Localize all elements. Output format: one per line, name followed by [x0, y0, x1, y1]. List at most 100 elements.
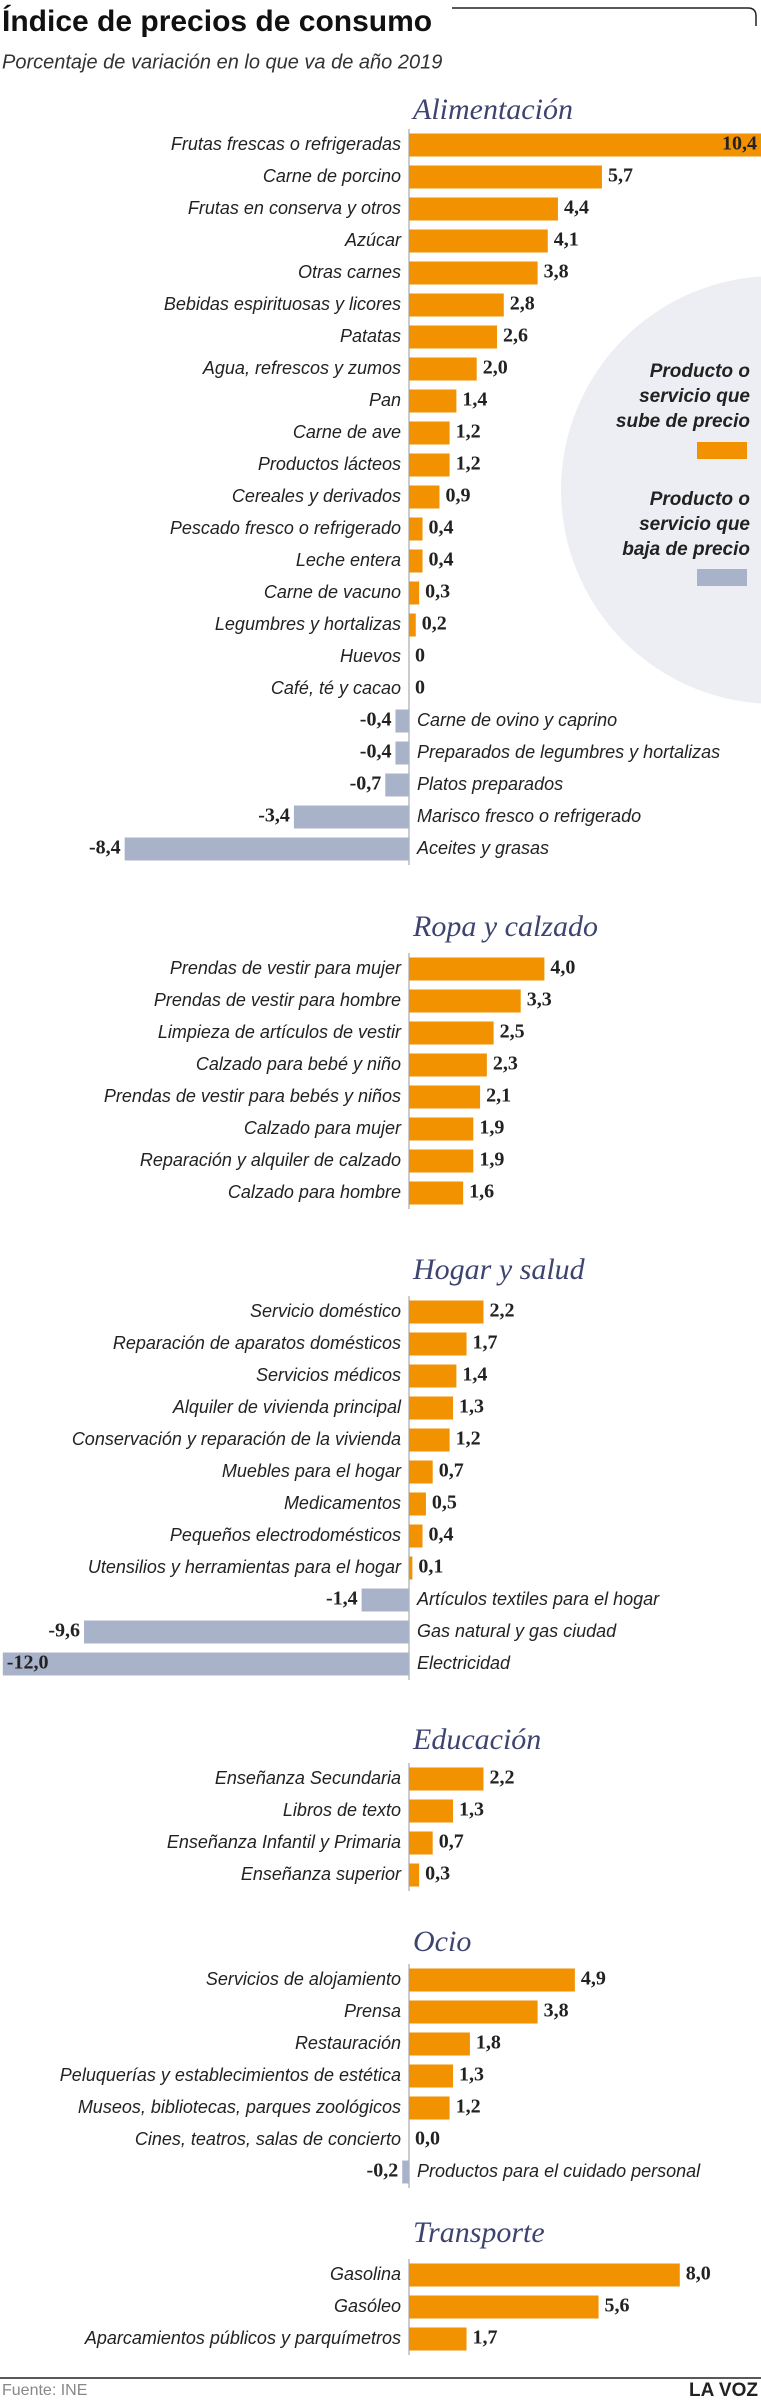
category-label: Carne de porcino — [263, 166, 401, 186]
category-label: Libros de texto — [283, 1800, 401, 1820]
bar — [2, 1652, 410, 1676]
bar — [409, 549, 423, 573]
bar — [409, 1117, 474, 1141]
value-label: 1,9 — [479, 1117, 504, 1139]
value-label: 0,1 — [418, 1556, 443, 1578]
bar — [409, 1021, 494, 1045]
value-label: 2,3 — [493, 1053, 518, 1075]
bar — [409, 1364, 457, 1388]
category-label: Frutas en conserva y otros — [188, 198, 401, 218]
bar — [409, 957, 545, 981]
category-label: Servicios de alojamiento — [206, 1969, 401, 1989]
bar — [409, 1181, 464, 1205]
subtitle: Porcentaje de variación en lo que va de … — [2, 51, 442, 73]
bar — [409, 1968, 575, 1992]
bar — [409, 613, 416, 637]
category-label: Gas natural y gas ciudad — [417, 1621, 617, 1641]
value-label: -9,6 — [48, 1620, 80, 1642]
category-label: Servicio doméstico — [250, 1301, 401, 1321]
section-title: Ropa y calzado — [412, 910, 598, 943]
bar — [361, 1588, 409, 1612]
bar — [84, 1620, 409, 1644]
category-label: Servicios médicos — [256, 1365, 401, 1385]
bar — [409, 1300, 484, 1324]
bar — [395, 709, 409, 733]
value-label: 1,2 — [456, 2096, 481, 2118]
bar — [409, 1332, 467, 1356]
category-label: Bebidas espirituosas y licores — [164, 294, 401, 314]
value-label: 3,8 — [544, 261, 569, 283]
bar — [409, 389, 457, 413]
bar — [409, 357, 477, 381]
value-label: 0,3 — [425, 1863, 450, 1885]
category-label: Huevos — [340, 646, 401, 666]
category-label: Enseñanza Secundaria — [215, 1768, 401, 1788]
value-label: -12,0 — [7, 1652, 49, 1674]
bar — [409, 197, 558, 221]
bar — [409, 485, 440, 509]
bar — [409, 133, 761, 157]
section-title: Ocio — [413, 1925, 471, 1958]
value-label: 0,3 — [425, 581, 450, 603]
category-label: Artículos textiles para el hogar — [416, 1589, 660, 1609]
value-label: -0,4 — [360, 741, 392, 763]
value-label: 5,7 — [608, 165, 633, 187]
source: Fuente: INE — [2, 2382, 87, 2399]
value-label: 1,2 — [456, 453, 481, 475]
bar — [409, 2032, 470, 2056]
value-label: 1,2 — [456, 421, 481, 443]
legend-label: baja de precio — [622, 539, 750, 560]
value-label: 2,6 — [503, 325, 528, 347]
value-label: 0,7 — [439, 1831, 464, 1853]
value-label: 0,4 — [429, 517, 454, 539]
category-label: Calzado para mujer — [244, 1118, 402, 1138]
legend-swatch — [697, 442, 747, 459]
bar — [409, 1492, 426, 1516]
bar — [409, 261, 538, 285]
value-label: 0,2 — [422, 613, 447, 635]
value-label: -1,4 — [326, 1588, 358, 1610]
bar — [409, 421, 450, 445]
value-label: 3,8 — [544, 2000, 569, 2022]
category-label: Leche entera — [296, 550, 401, 570]
legend-background — [561, 276, 761, 704]
bar — [409, 2327, 467, 2351]
bar — [409, 293, 504, 317]
legend-label: sube de precio — [616, 411, 750, 432]
category-label: Gasolina — [330, 2264, 401, 2284]
category-label: Reparación de aparatos domésticos — [113, 1333, 401, 1353]
value-label: 1,8 — [476, 2032, 501, 2054]
bar — [409, 1524, 423, 1548]
value-label: 4,1 — [554, 229, 579, 251]
category-label: Pequeños electrodomésticos — [170, 1525, 401, 1545]
value-label: 8,0 — [686, 2263, 711, 2285]
bar — [409, 165, 602, 189]
value-label: 1,4 — [462, 389, 487, 411]
category-label: Museos, bibliotecas, parques zoológicos — [78, 2097, 401, 2117]
bar — [409, 229, 548, 253]
value-label: 1,3 — [459, 1799, 484, 1821]
bar — [409, 1085, 481, 1109]
value-label: -0,4 — [360, 709, 392, 731]
category-label: Otras carnes — [298, 262, 401, 282]
value-label: 2,2 — [489, 1767, 514, 1789]
title-decoration — [452, 7, 757, 26]
category-label: Preparados de legumbres y hortalizas — [417, 742, 720, 762]
category-label: Restauración — [295, 2033, 401, 2053]
category-label: Medicamentos — [284, 1493, 401, 1513]
category-label: Utensilios y herramientas para el hogar — [88, 1557, 402, 1577]
bar — [409, 1863, 420, 1887]
category-label: Calzado para hombre — [228, 1182, 401, 1202]
category-label: Azúcar — [344, 230, 402, 250]
bar — [409, 2263, 680, 2287]
value-label: 1,9 — [479, 1149, 504, 1171]
category-label: Peluquerías y establecimientos de estéti… — [60, 2065, 401, 2085]
legend-swatch — [697, 569, 747, 586]
bar — [409, 1149, 474, 1173]
bar — [409, 989, 521, 1013]
bar — [409, 2064, 454, 2088]
bar — [402, 2160, 409, 2184]
category-label: Pan — [369, 390, 401, 410]
category-label: Carne de vacuno — [264, 582, 401, 602]
value-label: -0,2 — [367, 2160, 399, 2182]
